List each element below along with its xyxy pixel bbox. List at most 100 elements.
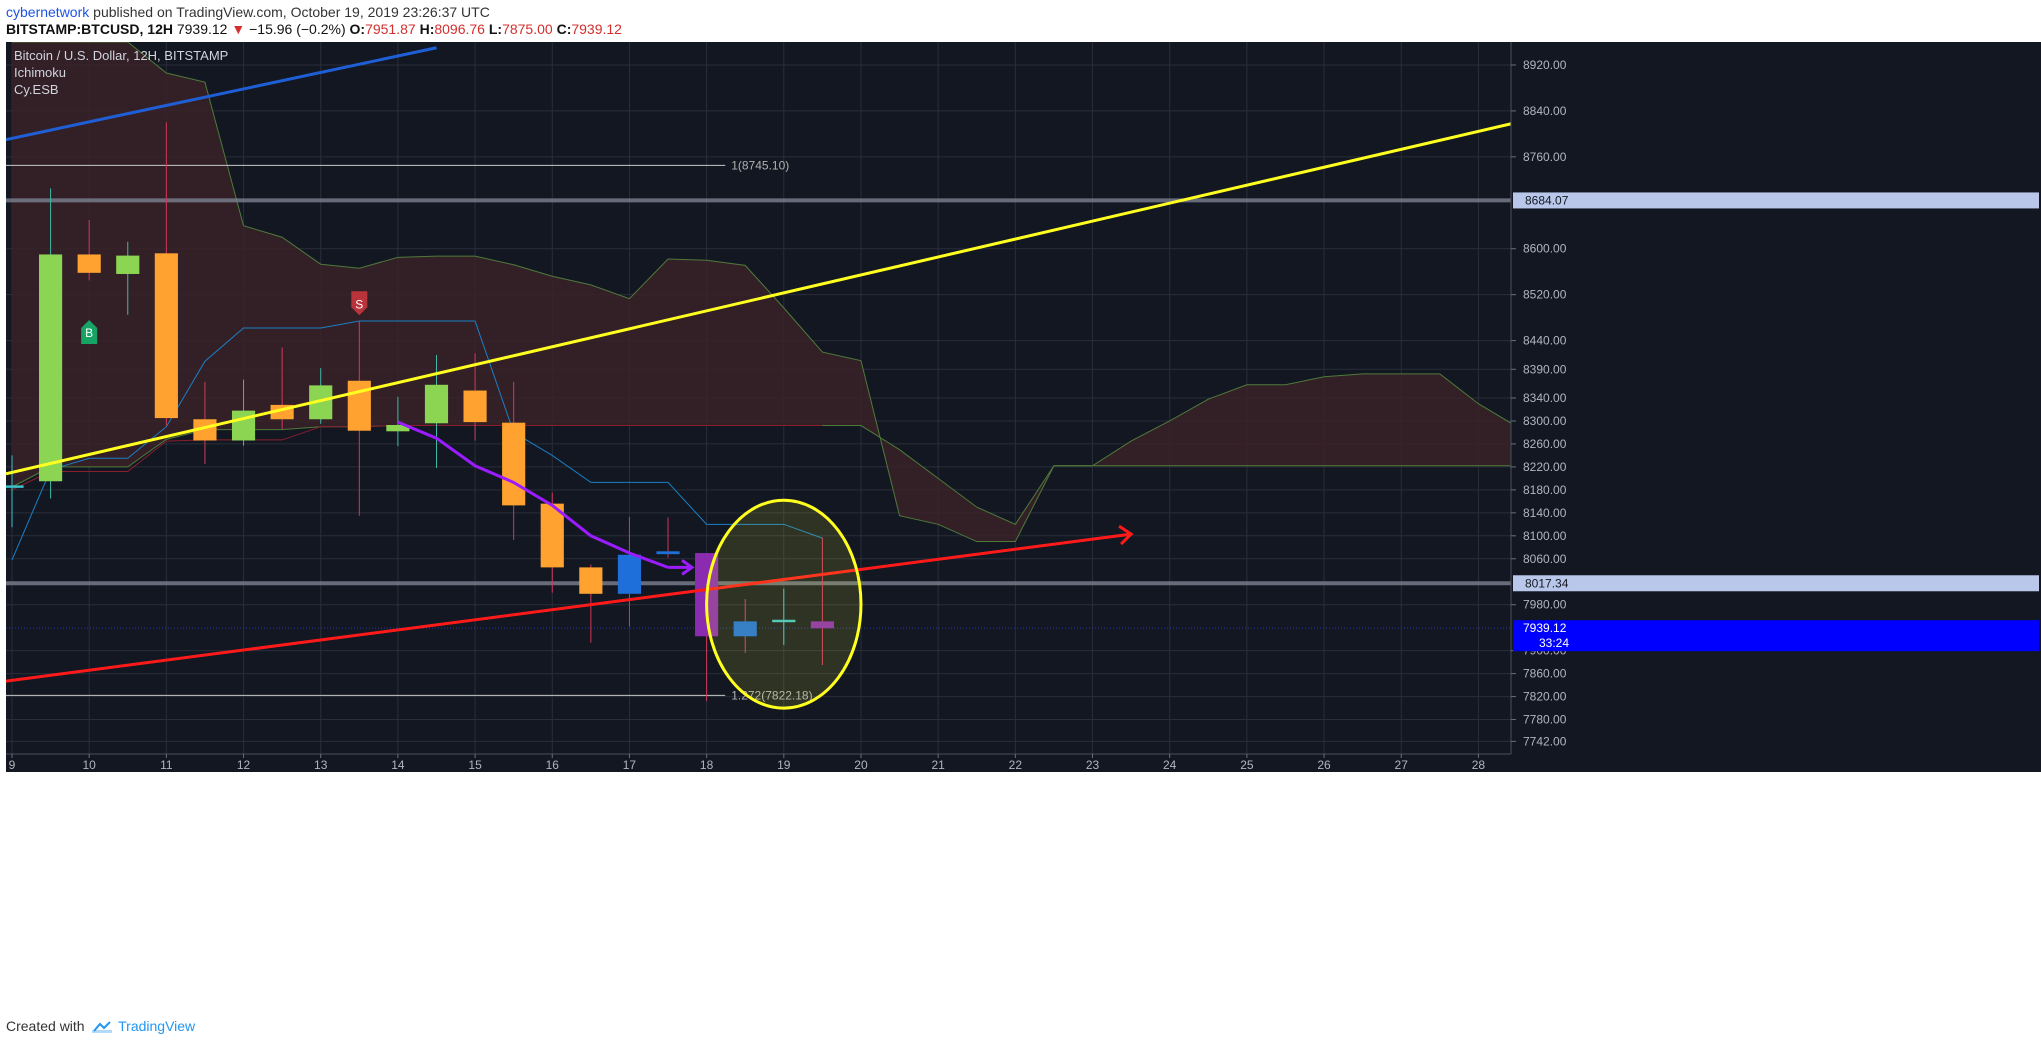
created-with-text: Created with xyxy=(6,1018,85,1034)
chart-legend: Bitcoin / U.S. Dollar, 12H, BITSTAMP Ichi… xyxy=(14,48,228,97)
time-tick-label: 16 xyxy=(546,758,560,772)
candle-body xyxy=(193,419,217,441)
signal-sell: S xyxy=(351,291,368,316)
price-tick-label: 8140.00 xyxy=(1523,506,1567,520)
candle[interactable] xyxy=(386,396,410,447)
tradingview-link[interactable]: TradingView xyxy=(118,1018,196,1034)
candle[interactable] xyxy=(77,220,101,281)
time-tick-label: 19 xyxy=(777,758,791,772)
time-tick-label: 18 xyxy=(700,758,714,772)
candle-body xyxy=(231,410,256,441)
price-tick-label: 7980.00 xyxy=(1523,598,1567,612)
price-tick-label: 8260.00 xyxy=(1523,437,1567,451)
price-tick-label: 8920.00 xyxy=(1523,58,1567,72)
candle-body xyxy=(154,253,178,419)
candle-body xyxy=(656,551,680,555)
candle-body xyxy=(424,384,449,424)
last-price-tag xyxy=(1513,620,2039,652)
candle[interactable] xyxy=(810,537,834,665)
candle-body xyxy=(772,620,796,623)
price-tick-label: 8220.00 xyxy=(1523,460,1567,474)
signal-buy: B xyxy=(81,319,98,344)
price-tick-label: 8100.00 xyxy=(1523,529,1567,543)
candle[interactable] xyxy=(772,588,796,645)
time-tick-label: 15 xyxy=(468,758,482,772)
level-price-tag-label: 8684.07 xyxy=(1525,193,1569,207)
published-text: published on TradingView.com, October 19… xyxy=(93,4,490,20)
change-text: −15.96 (−0.2%) xyxy=(249,21,346,37)
buy-signal-marker xyxy=(81,319,98,344)
price-tick-label: 8340.00 xyxy=(1523,391,1567,405)
time-tick-label: 13 xyxy=(314,758,328,772)
price-tick-label: 7780.00 xyxy=(1523,713,1567,727)
time-axis-labels: 9 10 11 12 13 14 15 16 17 18 19 20 21 22 23 24 25 26 27 28 xyxy=(6,753,1511,772)
high-value: 8096.76 xyxy=(434,21,485,37)
time-axis xyxy=(6,754,2041,772)
highlight-ellipse[interactable] xyxy=(705,498,863,710)
time-tick-label: 24 xyxy=(1163,758,1177,772)
ichimoku-cloud xyxy=(12,42,1511,542)
open-label: O: xyxy=(349,21,366,37)
price-tick-label: 8180.00 xyxy=(1523,483,1567,497)
time-tick-label: 25 xyxy=(1240,758,1254,772)
low-label: L: xyxy=(488,21,503,37)
candle[interactable] xyxy=(463,353,487,441)
tradingview-logo-icon xyxy=(92,1021,113,1034)
candle[interactable] xyxy=(309,368,333,424)
time-tick-label: 17 xyxy=(623,758,637,772)
high-label: H: xyxy=(419,21,435,37)
level-price-tag-label: 8017.34 xyxy=(1525,576,1569,590)
time-tick-label: 23 xyxy=(1086,758,1100,772)
time-tick-label: 10 xyxy=(82,758,96,772)
author-link[interactable]: cybernetwork xyxy=(6,4,90,20)
ichimoku-span-b xyxy=(12,42,1511,543)
candle-body xyxy=(116,255,140,274)
candle-body xyxy=(617,554,642,594)
price-tick-label: 7742.00 xyxy=(1523,734,1567,748)
plot-layer: 1(8745.10)1.272(7822.18)BS xyxy=(0,42,1517,710)
ichimoku-kijun xyxy=(11,425,823,491)
candle[interactable] xyxy=(656,517,680,558)
price-tick-label: 8300.00 xyxy=(1523,414,1567,428)
candle[interactable] xyxy=(733,598,757,653)
candle[interactable] xyxy=(540,492,564,593)
candle-body xyxy=(6,485,24,488)
price-tick-label: 8060.00 xyxy=(1523,552,1567,566)
candle[interactable] xyxy=(193,381,217,465)
legend-cy-esb[interactable]: Cy.ESB xyxy=(14,82,59,97)
trendline-yellow[interactable] xyxy=(6,122,1517,476)
price-tick-label: 8520.00 xyxy=(1523,288,1567,302)
last-price-tag-label: 7939.12 xyxy=(1523,621,1567,635)
time-tick-label: 21 xyxy=(931,758,945,772)
candle[interactable] xyxy=(0,455,24,528)
time-tick-label: 22 xyxy=(1009,758,1023,772)
fib-level-label: 1(8745.10) xyxy=(731,158,789,172)
time-tick-label: 27 xyxy=(1395,758,1409,772)
candle[interactable] xyxy=(154,122,178,426)
price-tick-label: 8440.00 xyxy=(1523,334,1567,348)
purple-curve xyxy=(397,420,669,569)
close-label: C: xyxy=(556,21,572,37)
time-tick-label: 11 xyxy=(160,758,173,772)
time-tick-label: 12 xyxy=(237,758,251,772)
candle-body xyxy=(386,424,410,432)
price-tick-label: 8840.00 xyxy=(1523,104,1567,118)
close-value: 7939.12 xyxy=(571,21,622,37)
time-tick-label: 14 xyxy=(391,758,405,772)
price-tick-label: 8760.00 xyxy=(1523,150,1567,164)
trendline-red[interactable] xyxy=(6,532,1132,683)
open-value: 7951.87 xyxy=(365,21,416,37)
signal-label: B xyxy=(85,326,93,340)
sell-signal-marker xyxy=(351,291,368,316)
time-tick-label: 28 xyxy=(1472,758,1486,772)
legend-ichimoku[interactable]: Ichimoku xyxy=(14,65,66,80)
publish-line: cybernetwork published on TradingView.co… xyxy=(6,4,490,20)
candle[interactable] xyxy=(617,516,642,627)
level-price-tag xyxy=(1513,575,2039,592)
candle-body xyxy=(39,254,63,482)
time-tick-label: 9 xyxy=(9,758,16,772)
candle[interactable] xyxy=(116,241,140,315)
candle[interactable] xyxy=(39,188,63,499)
trendline-blue[interactable] xyxy=(6,46,437,142)
